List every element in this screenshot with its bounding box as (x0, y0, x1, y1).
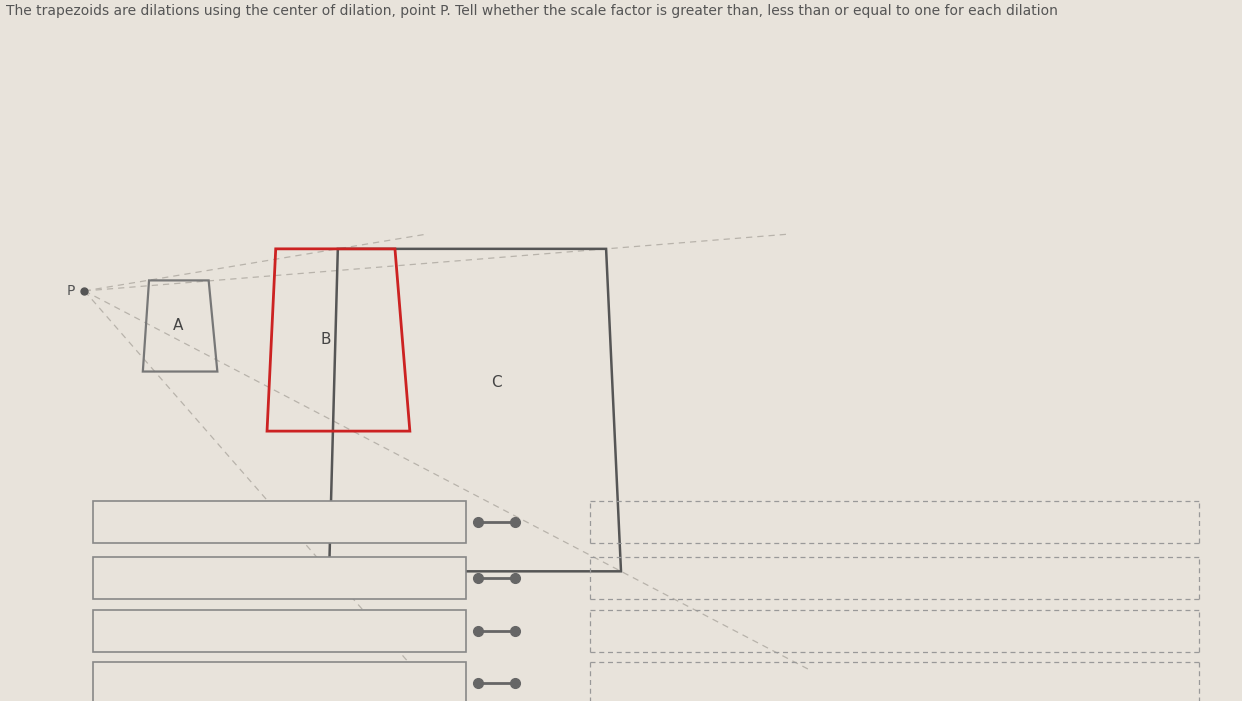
Text: C to A: C to A (256, 676, 303, 691)
FancyBboxPatch shape (93, 662, 466, 701)
Text: B to A: B to A (256, 571, 303, 586)
Text: B to B: B to B (256, 623, 303, 639)
Text: B: B (320, 332, 330, 348)
FancyBboxPatch shape (93, 610, 466, 652)
Text: A to C: A to C (256, 515, 303, 530)
FancyBboxPatch shape (93, 501, 466, 543)
FancyBboxPatch shape (93, 557, 466, 599)
Text: P: P (66, 284, 75, 298)
Text: The trapezoids are dilations using the center of dilation, point P. Tell whether: The trapezoids are dilations using the c… (6, 4, 1058, 18)
Text: C: C (492, 374, 502, 390)
Text: A: A (173, 318, 183, 334)
